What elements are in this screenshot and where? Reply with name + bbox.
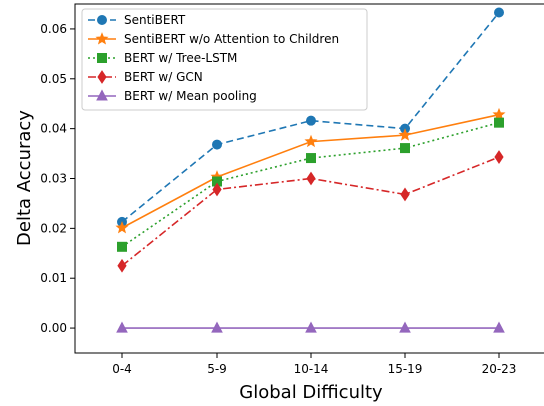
series-3 xyxy=(117,150,504,273)
y-axis: 0.00 0.01 0.02 0.03 0.04 0.05 0.06 xyxy=(40,22,75,335)
series-line xyxy=(121,113,500,229)
series-layer xyxy=(115,7,506,333)
x-axis: 0-4 5-9 10-14 15-19 20-23 xyxy=(112,353,516,376)
x-axis-title: Global Difficulty xyxy=(239,382,383,403)
data-point xyxy=(492,107,506,121)
legend-marker xyxy=(95,32,109,45)
legend-label: SentiBERT w/o Attention to Children xyxy=(124,32,339,46)
data-point xyxy=(494,150,504,164)
legend-marker xyxy=(97,53,107,63)
legend-item: SentiBERT w/o Attention to Children xyxy=(88,32,339,46)
legend: SentiBERT SentiBERT w/o Attention to Chil… xyxy=(81,8,368,111)
data-point xyxy=(493,321,505,333)
series-line xyxy=(121,156,500,267)
x-tick-label: 20-23 xyxy=(482,362,517,376)
data-point xyxy=(399,321,411,333)
data-point xyxy=(304,134,318,148)
data-point xyxy=(494,117,504,128)
series-line xyxy=(121,121,500,248)
legend-marker xyxy=(97,70,107,84)
data-point xyxy=(494,7,504,18)
y-tick-label: 0.03 xyxy=(40,172,67,186)
x-tick-label: 15-19 xyxy=(388,362,423,376)
legend-box xyxy=(81,8,368,111)
legend-item: BERT w/ Tree-LSTM xyxy=(88,51,237,65)
data-point xyxy=(117,241,127,252)
series-4 xyxy=(116,321,505,333)
legend-item: BERT w/ Mean pooling xyxy=(88,89,257,103)
legend-marker xyxy=(97,15,107,25)
series-line xyxy=(121,11,500,223)
y-tick-label: 0.02 xyxy=(40,221,67,235)
series-1 xyxy=(115,107,506,234)
data-point xyxy=(115,221,129,234)
data-point xyxy=(305,321,317,333)
data-point xyxy=(400,143,410,154)
data-point xyxy=(212,139,222,150)
y-tick-label: 0.06 xyxy=(40,22,67,36)
series-2 xyxy=(117,117,504,252)
data-point xyxy=(211,321,223,333)
data-point xyxy=(398,128,412,141)
data-point xyxy=(306,171,316,186)
data-point xyxy=(116,321,128,333)
x-tick-label: 0-4 xyxy=(112,362,132,376)
y-tick-label: 0.04 xyxy=(40,122,67,136)
y-tick-label: 0.05 xyxy=(40,72,67,86)
legend-marker xyxy=(96,89,108,101)
data-point xyxy=(117,258,127,273)
data-point xyxy=(306,153,316,164)
x-tick-label: 10-14 xyxy=(294,362,329,376)
data-point xyxy=(212,182,222,197)
y-axis-title: Delta Accuracy xyxy=(14,110,35,246)
legend-label: BERT w/ GCN xyxy=(124,70,203,84)
legend-item: BERT w/ GCN xyxy=(88,70,203,84)
data-point xyxy=(400,187,410,202)
legend-label: SentiBERT xyxy=(124,13,186,27)
x-tick-label: 5-9 xyxy=(207,362,227,376)
data-point xyxy=(306,115,316,126)
legend-label: BERT w/ Mean pooling xyxy=(124,89,257,103)
y-tick-label: 0.00 xyxy=(40,321,67,335)
y-tick-label: 0.01 xyxy=(40,271,67,285)
legend-label: BERT w/ Tree-LSTM xyxy=(124,51,237,65)
legend-item: SentiBERT xyxy=(88,13,186,27)
